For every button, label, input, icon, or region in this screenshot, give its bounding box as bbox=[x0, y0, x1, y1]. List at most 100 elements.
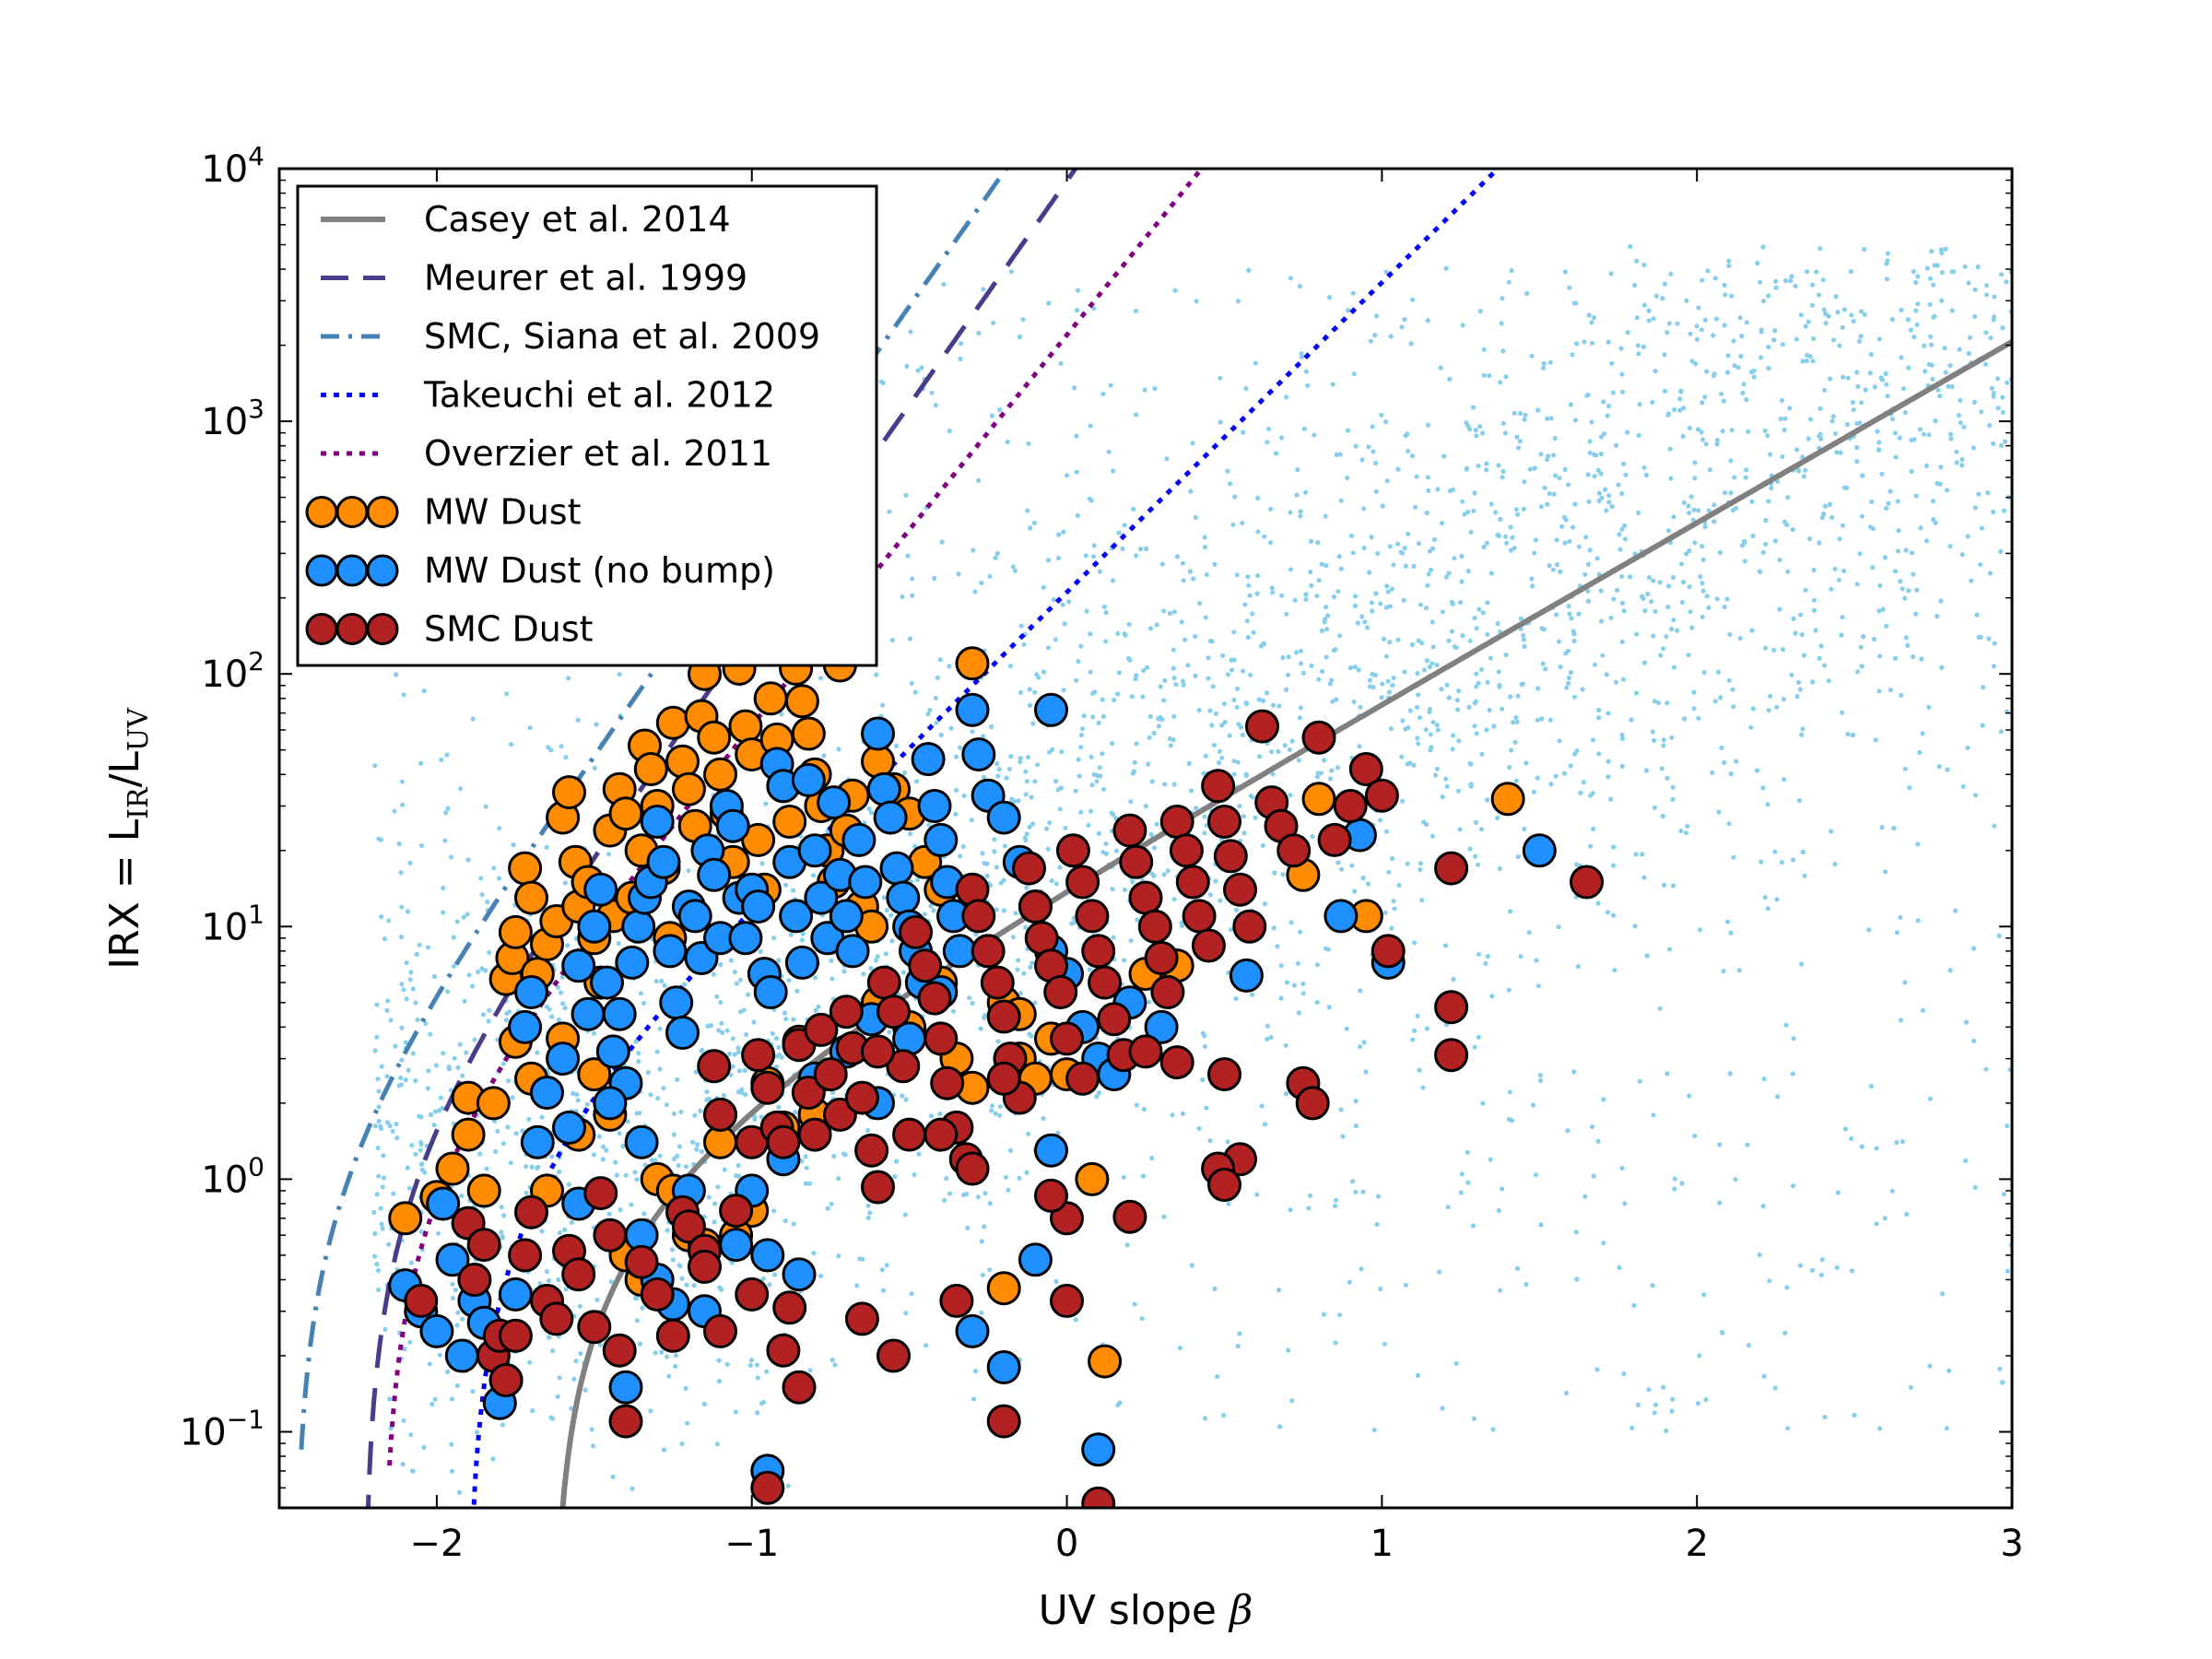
background-point bbox=[1806, 319, 1811, 324]
background-point bbox=[1303, 596, 1309, 602]
background-point bbox=[1884, 276, 1889, 282]
background-point bbox=[465, 912, 470, 917]
background-point bbox=[1980, 723, 1985, 728]
data-marker bbox=[886, 880, 921, 915]
background-point bbox=[1416, 692, 1421, 698]
background-point bbox=[1790, 1183, 1796, 1189]
background-point bbox=[1604, 508, 1609, 513]
background-point bbox=[996, 767, 1002, 772]
background-point bbox=[636, 1059, 641, 1065]
background-point bbox=[1644, 953, 1650, 959]
background-point bbox=[673, 1363, 678, 1370]
background-point bbox=[1959, 463, 1965, 468]
data-marker bbox=[784, 684, 819, 719]
background-point bbox=[721, 1093, 727, 1099]
background-point bbox=[1060, 602, 1065, 607]
background-point bbox=[900, 970, 907, 975]
background-point bbox=[1458, 600, 1464, 606]
background-point bbox=[786, 978, 792, 983]
background-point bbox=[634, 1177, 640, 1182]
background-point bbox=[874, 672, 879, 677]
data-marker bbox=[728, 921, 763, 956]
background-point bbox=[1841, 307, 1847, 312]
background-point bbox=[916, 1151, 922, 1157]
background-point bbox=[902, 770, 908, 776]
background-point bbox=[1347, 665, 1353, 671]
background-point bbox=[1158, 684, 1163, 689]
background-point bbox=[1122, 887, 1128, 893]
background-point bbox=[1971, 1038, 1977, 1043]
background-point bbox=[1652, 1410, 1657, 1416]
background-point bbox=[1848, 269, 1853, 275]
background-point bbox=[1780, 647, 1786, 653]
background-point bbox=[1766, 293, 1771, 299]
background-point bbox=[1088, 423, 1093, 429]
background-point bbox=[734, 981, 740, 986]
data-marker bbox=[1144, 1009, 1179, 1044]
background-point bbox=[1725, 919, 1731, 924]
background-point bbox=[1855, 383, 1861, 389]
background-point bbox=[1047, 820, 1053, 826]
background-point bbox=[924, 1343, 929, 1348]
background-point bbox=[935, 675, 941, 681]
background-point bbox=[1008, 269, 1015, 275]
background-point bbox=[1884, 382, 1889, 387]
background-point bbox=[1845, 375, 1851, 381]
background-point bbox=[1997, 1366, 2003, 1371]
background-point bbox=[1335, 765, 1341, 771]
background-point bbox=[1372, 333, 1378, 338]
data-marker bbox=[608, 1370, 643, 1405]
background-point bbox=[1854, 420, 1860, 427]
background-point bbox=[1652, 737, 1657, 744]
background-point bbox=[1678, 829, 1684, 834]
background-point bbox=[1947, 1368, 1952, 1373]
background-point bbox=[456, 1489, 463, 1495]
background-point bbox=[1481, 544, 1487, 550]
background-point bbox=[1449, 629, 1454, 634]
background-point bbox=[1081, 713, 1087, 719]
legend-box bbox=[296, 184, 878, 667]
background-point bbox=[1542, 485, 1547, 490]
background-point bbox=[497, 826, 502, 831]
background-point bbox=[1585, 588, 1591, 594]
background-point bbox=[1980, 685, 1986, 690]
background-point bbox=[1892, 655, 1898, 661]
background-point bbox=[1667, 446, 1673, 452]
background-point bbox=[836, 1176, 841, 1182]
background-point bbox=[1142, 387, 1147, 393]
background-point bbox=[413, 1151, 418, 1157]
background-point bbox=[1479, 430, 1486, 436]
background-point bbox=[1065, 473, 1070, 478]
background-point bbox=[1222, 720, 1228, 725]
background-point bbox=[486, 1018, 491, 1024]
background-point bbox=[1888, 488, 1893, 494]
background-point bbox=[1234, 572, 1240, 578]
background-point bbox=[544, 1269, 550, 1275]
background-point bbox=[594, 722, 599, 727]
background-point bbox=[1373, 460, 1379, 466]
background-point bbox=[1726, 263, 1732, 268]
background-point bbox=[454, 919, 460, 924]
background-point bbox=[1029, 794, 1034, 800]
background-point bbox=[1095, 772, 1100, 779]
background-point bbox=[981, 734, 986, 739]
background-point bbox=[1679, 1181, 1685, 1186]
data-marker bbox=[1207, 1168, 1241, 1202]
background-point bbox=[875, 954, 880, 959]
background-point bbox=[442, 838, 448, 843]
background-point bbox=[1203, 753, 1208, 759]
background-point bbox=[1344, 1026, 1349, 1031]
background-point bbox=[1785, 569, 1791, 574]
background-point bbox=[1891, 826, 1897, 831]
background-point bbox=[1402, 669, 1407, 675]
background-point bbox=[1765, 433, 1771, 439]
background-point bbox=[779, 712, 784, 717]
background-point bbox=[1785, 495, 1791, 500]
background-point bbox=[1619, 639, 1625, 645]
background-point bbox=[1818, 406, 1823, 411]
data-marker bbox=[1169, 833, 1204, 868]
background-point bbox=[1073, 1317, 1078, 1323]
background-point bbox=[1924, 265, 1930, 271]
background-point bbox=[1355, 620, 1360, 626]
background-point bbox=[394, 1135, 400, 1141]
